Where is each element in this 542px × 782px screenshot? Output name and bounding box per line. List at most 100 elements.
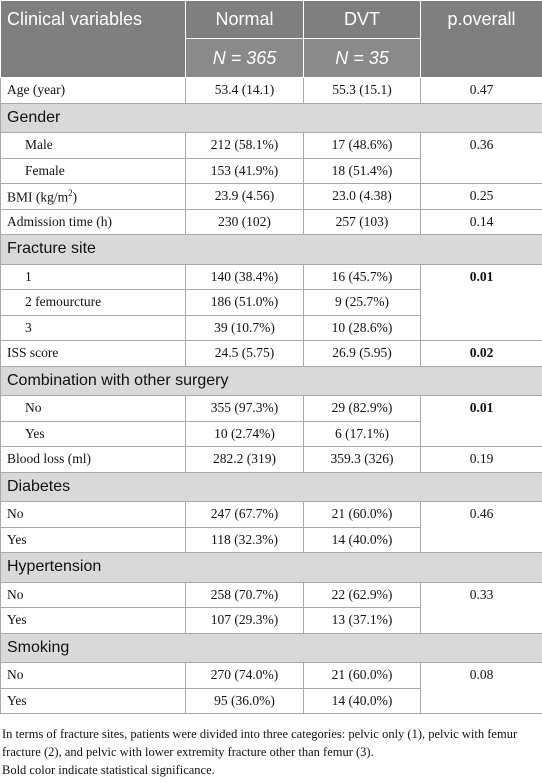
row-label: Male — [0, 132, 186, 159]
normal-value: 10 (2.74%) — [185, 420, 304, 447]
data-row: 3 39 (10.7%) 10 (28.6%) — [0, 314, 542, 341]
section-label: Fracture site — [0, 234, 542, 265]
label-text: Yes — [25, 425, 45, 441]
section-label: Hypertension — [0, 552, 542, 583]
dvt-value: 22 (62.9%) — [303, 581, 421, 608]
label-text: 1 — [25, 268, 32, 284]
data-row: Admission time (h) 230 (102) 257 (103) 0.14 — [0, 208, 542, 235]
dvt-value: 17 (48.6%) — [303, 132, 421, 159]
row-label: Age (year) — [0, 77, 186, 104]
normal-value: 53.4 (14.1) — [185, 77, 304, 104]
row-label: Yes — [0, 526, 186, 553]
data-row: ISS score 24.5 (5.75) 26.9 (5.95) 0.02 — [0, 340, 542, 367]
normal-value: 24.5 (5.75) — [185, 340, 304, 367]
row-label: Yes — [0, 687, 186, 714]
row-label: No — [0, 501, 186, 528]
p-value: 0.19 — [420, 446, 542, 473]
data-row: No 355 (97.3%) 29 (82.9%) 0.01 — [0, 395, 542, 447]
label-text: No — [7, 506, 24, 522]
label-text: No — [7, 667, 24, 683]
p-value: 0.01 — [420, 263, 542, 341]
dvt-value: 21 (60.0%) — [303, 501, 421, 528]
p-value: 0.25 — [420, 183, 542, 210]
row-label: BMI (kg/m2) — [0, 183, 186, 210]
label-text: 2 femourcture — [25, 294, 102, 310]
footnote: Bold color indicate statistical signific… — [2, 763, 215, 777]
section-label: Gender — [0, 102, 542, 133]
dvt-value: 16 (45.7%) — [303, 263, 421, 290]
dvt-value: 14 (40.0%) — [303, 687, 421, 714]
dvt-value: 9 (25.7%) — [303, 289, 421, 316]
dvt-value: 18 (51.4%) — [303, 157, 421, 184]
label-text: 3 — [25, 319, 32, 335]
dvt-value: 14 (40.0%) — [303, 526, 421, 553]
group-size: N = 35 — [303, 38, 421, 78]
dvt-value: 29 (82.9%) — [303, 395, 421, 422]
data-row: No 258 (70.7%) 22 (62.9%) 0.33 — [0, 581, 542, 634]
row-label: 1 — [0, 263, 186, 290]
p-value: 0.33 — [420, 581, 542, 634]
label-text: Age (year) — [7, 82, 66, 98]
normal-value: 39 (10.7%) — [185, 314, 304, 341]
row-label: 3 — [0, 314, 186, 341]
section-row: Smoking — [0, 632, 542, 663]
p-value: 0.01 — [420, 395, 542, 447]
p-value: 0.02 — [420, 340, 542, 367]
row-label: Blood loss (ml) — [0, 446, 186, 473]
section-row: Gender — [0, 102, 542, 133]
data-row: Yes 118 (32.3%) 14 (40.0%) — [0, 526, 542, 553]
label-text: Yes — [7, 531, 27, 547]
data-row: BMI (kg/m2) 23.9 (4.56) 23.0 (4.38) 0.25 — [0, 183, 542, 210]
superscript: 2 — [68, 187, 73, 198]
label-text: ) — [72, 189, 78, 204]
label-text: Yes — [7, 612, 27, 628]
data-row: 1 140 (38.4%) 16 (45.7%) 0.01 — [0, 263, 542, 341]
label-text: Female — [25, 162, 65, 178]
normal-value: 140 (38.4%) — [185, 263, 304, 290]
row-label: Female — [0, 157, 186, 184]
row-label: ISS score — [0, 340, 186, 367]
data-table: Clinical variables Normal DVT p.overall … — [0, 0, 542, 714]
row-label: Admission time (h) — [0, 208, 186, 235]
normal-value: 23.9 (4.56) — [185, 183, 304, 210]
label-text: No — [7, 586, 24, 602]
normal-value: 186 (51.0%) — [185, 289, 304, 316]
row-label: 2 femourcture — [0, 289, 186, 316]
data-row: Yes 10 (2.74%) 6 (17.1%) — [0, 420, 542, 447]
dvt-value: 26.9 (5.95) — [303, 340, 421, 367]
table-header: Clinical variables Normal DVT p.overall … — [0, 0, 542, 78]
dvt-value: 55.3 (15.1) — [303, 77, 421, 104]
data-row: Age (year) 53.4 (14.1) 55.3 (15.1) 0.47 — [0, 77, 542, 104]
normal-value: 258 (70.7%) — [185, 581, 304, 608]
normal-value: 107 (29.3%) — [185, 607, 304, 634]
table-body: Age (year) 53.4 (14.1) 55.3 (15.1) 0.47 Gend… — [0, 77, 542, 714]
label-text: BMI (kg/m — [7, 189, 69, 204]
normal-value: 270 (74.0%) — [185, 662, 304, 689]
section-label: Diabetes — [0, 471, 542, 502]
p-value: 0.36 — [420, 132, 542, 184]
data-row: Male 212 (58.1%) 17 (48.6%) 0.36 — [0, 132, 542, 184]
normal-value: 95 (36.0%) — [185, 687, 304, 714]
row-label: Yes — [0, 420, 186, 447]
p-value: 0.46 — [420, 501, 542, 553]
header-cell: Clinical variables — [0, 0, 186, 78]
row-label: No — [0, 395, 186, 422]
dvt-value: 13 (37.1%) — [303, 607, 421, 634]
header-cell: DVT — [303, 0, 421, 39]
footnotes: In terms of fracture sites, patients wer… — [2, 725, 540, 779]
data-row: Yes 95 (36.0%) 14 (40.0%) — [0, 687, 542, 714]
dvt-value: 257 (103) — [303, 208, 421, 235]
normal-value: 247 (67.7%) — [185, 501, 304, 528]
data-row: 2 femourcture 186 (51.0%) 9 (25.7%) — [0, 289, 542, 316]
normal-value: 230 (102) — [185, 208, 304, 235]
header-cell: p.overall — [420, 0, 542, 78]
normal-value: 118 (32.3%) — [185, 526, 304, 553]
normal-value: 212 (58.1%) — [185, 132, 304, 159]
label-text: Admission time (h) — [7, 213, 112, 229]
p-value: 0.47 — [420, 77, 542, 104]
label-text: ISS score — [7, 345, 59, 361]
row-label: No — [0, 662, 186, 689]
section-row: Combination with other surgery — [0, 365, 542, 396]
label-text: No — [25, 400, 42, 416]
label-text: Male — [25, 137, 53, 153]
